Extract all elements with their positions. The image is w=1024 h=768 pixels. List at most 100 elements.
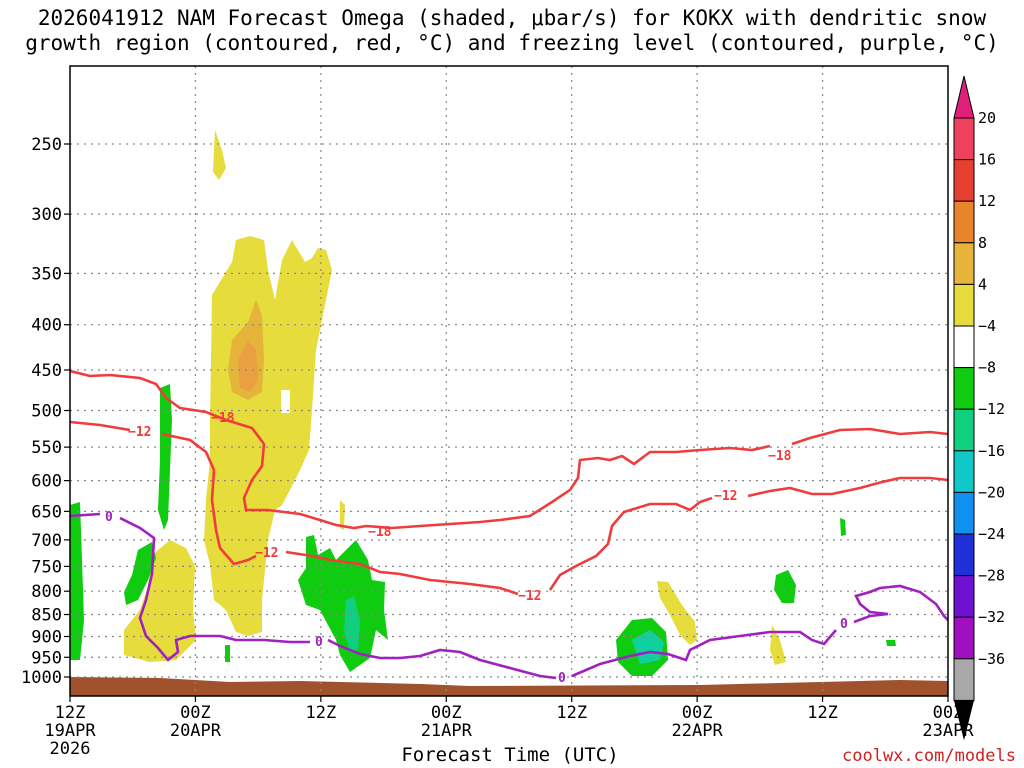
y-tick-label: 250 (31, 135, 62, 155)
dgz-contour-cold-line (70, 369, 771, 530)
colorbar-segment (953, 117, 975, 161)
colorbar-label: −20 (978, 483, 1005, 501)
freezing-label: 0 (315, 635, 323, 650)
colorbar-label: −16 (978, 442, 1005, 460)
omega-positive-region (657, 581, 697, 645)
omega-negative-region (840, 518, 846, 536)
y-tick-label: 400 (31, 316, 62, 336)
omega-positive-12-region (238, 340, 258, 392)
omega-negative-8-region (632, 630, 664, 664)
y-tick-label: 450 (31, 361, 62, 381)
dgz-contour-cold-line (791, 427, 948, 446)
title-line-1: 2026041912 NAM Forecast Omega (shaded, μ… (37, 6, 987, 30)
omega-positive-region (124, 540, 196, 662)
x-tick-label: 00Z (933, 703, 964, 723)
freezing-level-line (854, 584, 948, 621)
colorbar-segment (953, 200, 975, 244)
dgz-label: −18 (768, 449, 792, 464)
freezing-level-contour (70, 512, 948, 680)
y-tick-label: 500 (31, 402, 62, 422)
colorbar-segment (953, 159, 975, 202)
colorbar-label: 4 (978, 275, 987, 293)
freezing-label: 0 (840, 617, 848, 632)
site-credit: coolwx.com/models (842, 746, 1016, 766)
colorbar-segment (953, 367, 975, 410)
y-axis: 2503003504004505005506006507007508008509… (21, 135, 70, 688)
freezing-level-line (119, 516, 310, 662)
dgz-contour-warm-line (161, 432, 257, 566)
gridlines (70, 66, 948, 696)
y-tick-label: 950 (31, 648, 62, 668)
y-tick-label: 900 (31, 627, 62, 647)
omega-negative-region (774, 570, 796, 603)
dgz-contour-warm-line (747, 476, 948, 498)
x-tick-label: 12Z (55, 703, 86, 723)
colorbar-segment (953, 242, 975, 285)
omega-negative-8-region (344, 596, 360, 652)
freezing-level-line (853, 612, 889, 624)
dgz-label: −12 (518, 589, 541, 604)
x-tick-label: 12Z (556, 703, 587, 723)
y-tick-label: 800 (31, 582, 62, 602)
dgz-label: −12 (128, 425, 151, 440)
colorbar-label: 8 (978, 234, 987, 252)
dgz-label: −18 (211, 411, 235, 426)
colorbar-segment (953, 325, 975, 369)
plot-frame (69, 65, 949, 697)
colorbar: 20 16 12 8 4 −4 −8 −12 −16 −20 −24 −28 −32 −36 (953, 75, 1005, 741)
omega-positive-region (770, 625, 786, 665)
colorbar-bottom-arrow (954, 700, 974, 741)
omega-shading (70, 130, 896, 676)
omega-negative-region (70, 502, 84, 660)
dgz-label: −18 (368, 525, 392, 540)
colorbar-label: −24 (978, 525, 1005, 543)
chart-title: 2026041912 NAM Forecast Omega (shaded, μ… (0, 6, 1024, 56)
ground-terrain (70, 677, 948, 696)
dgz-contour-warm-line (70, 420, 131, 432)
contour-labels: −12 −18 −12 −18 −12 −12 −18 0 0 0 0 (105, 411, 848, 686)
omega-positive-region (213, 130, 226, 180)
omega-positive-region (340, 500, 345, 530)
x-tick-label: 12Z (807, 703, 838, 723)
x-tick-label: 00Z (431, 703, 462, 723)
y-tick-label: 300 (31, 205, 62, 225)
omega-white-hole (281, 390, 290, 413)
colorbar-segment (953, 283, 975, 327)
omega-negative-region (158, 384, 172, 530)
x-tick-label: 00Z (682, 703, 713, 723)
colorbar-top-arrow (953, 75, 975, 119)
omega-negative-region (886, 640, 896, 646)
y-tick-label: 650 (31, 502, 62, 522)
dgz-contour-warm-line (548, 496, 713, 591)
colorbar-label: −4 (978, 317, 996, 335)
colorbar-label: −8 (978, 359, 996, 377)
y-tick-label: 600 (31, 472, 62, 492)
dgz-contours (70, 369, 948, 596)
freezing-label: 0 (105, 510, 113, 525)
x-tick-label: 12Z (305, 703, 336, 723)
y-tick-label: 1000 (21, 668, 62, 688)
colorbar-segment (953, 408, 975, 452)
x-tick-label: 00Z (180, 703, 211, 723)
dgz-label: −12 (714, 489, 737, 504)
freezing-level-line (571, 629, 837, 678)
colorbar-label: −12 (978, 400, 1005, 418)
dgz-label: −12 (255, 546, 278, 561)
colorbar-label: −32 (978, 608, 1005, 626)
y-tick-label: 550 (31, 438, 62, 458)
colorbar-label: 12 (978, 192, 996, 210)
colorbar-segment (953, 491, 975, 535)
omega-negative-region (124, 542, 156, 605)
x-axis-label: Forecast Time (UTC) (401, 744, 619, 766)
x-tick-label: 21APR (421, 721, 473, 741)
colorbar-label: 16 (978, 151, 996, 169)
colorbar-segment (953, 533, 975, 577)
colorbar-segment (953, 616, 975, 660)
x-tick-label: 19APR (44, 721, 96, 741)
freezing-level-line (327, 638, 557, 680)
dgz-contour-warm-line (285, 550, 519, 596)
y-tick-label: 750 (31, 557, 62, 577)
x-tick-label: 20APR (170, 721, 222, 741)
